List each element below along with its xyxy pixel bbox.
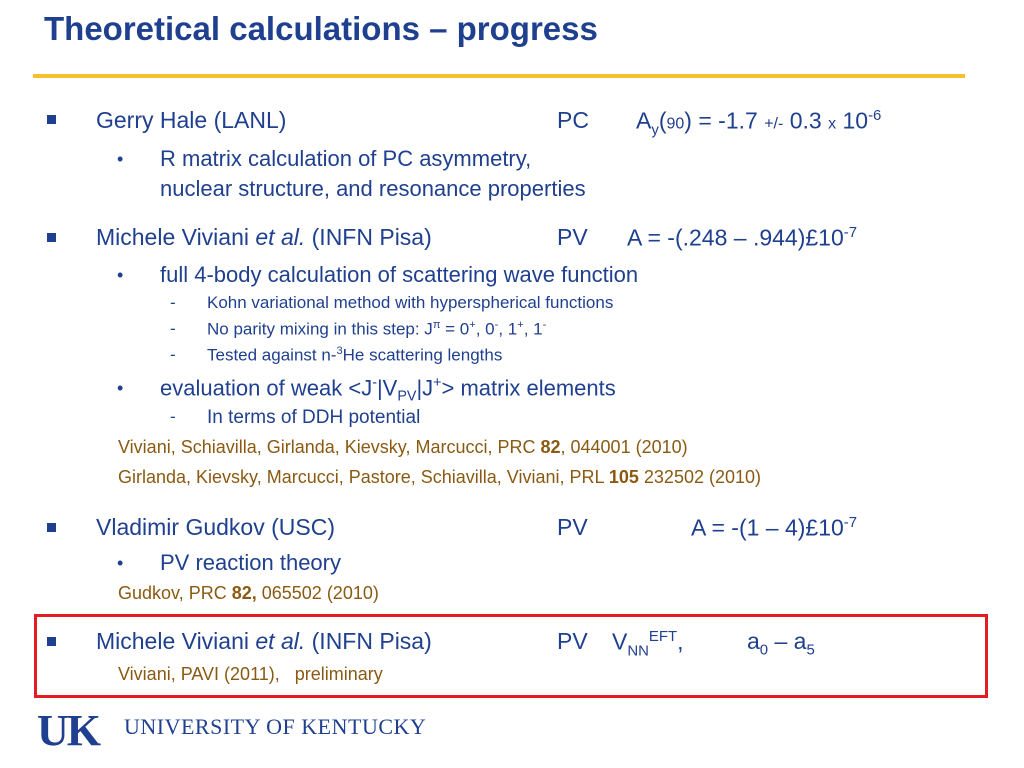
- section-2-reference-1: Viviani, Schiavilla, Girlanda, Kievsky, …: [118, 437, 688, 457]
- section-1-sub-2: nuclear structure, and resonance propert…: [160, 176, 586, 201]
- section-1-sub-1: R matrix calculation of PC asymmetry,: [160, 146, 532, 171]
- section-3-type: PV: [557, 514, 588, 540]
- section-2-detail-1: Kohn variational method with hyperspheri…: [207, 293, 614, 312]
- section-2-type: PV: [557, 224, 588, 250]
- section-4-reference: Viviani, PAVI (2011), preliminary: [118, 664, 383, 684]
- bullet-dash: -: [170, 345, 176, 364]
- section-2-sub-1: full 4-body calculation of scattering wa…: [160, 262, 639, 287]
- section-2-name: Michele Viviani et al. (INFN Pisa): [96, 224, 432, 250]
- section-4-coefficients: a0 – a5: [747, 628, 815, 659]
- title-underline: [33, 74, 965, 78]
- section-4-potential: VNNEFT,: [612, 628, 684, 660]
- bullet-dash: -: [170, 407, 176, 426]
- bullet-dot: •: [117, 378, 124, 398]
- section-3-reference: Gudkov, PRC 82, 065502 (2010): [118, 583, 379, 603]
- section-3-sub-1: PV reaction theory: [160, 550, 341, 575]
- bullet-dot: •: [117, 265, 124, 285]
- section-1-type: PC: [557, 107, 589, 133]
- bullet-square: [47, 637, 56, 646]
- page-title: Theoretical calculations – progress: [44, 10, 598, 47]
- section-2-detail-2: No parity mixing in this step: Jπ = 0+, …: [207, 319, 547, 339]
- section-4-name: Michele Viviani et al. (INFN Pisa): [96, 628, 432, 654]
- uk-logo: UK: [37, 706, 101, 755]
- section-2-sub-2: evaluation of weak <J-|VPV|J+> matrix el…: [160, 375, 616, 405]
- section-2-reference-2: Girlanda, Kievsky, Marcucci, Pastore, Sc…: [118, 467, 762, 487]
- bullet-dot: •: [117, 553, 124, 573]
- section-2-detail-3: Tested against n-3He scattering lengths: [207, 345, 503, 365]
- bullet-dot: •: [117, 149, 124, 169]
- section-4-type: PV: [557, 628, 588, 654]
- section-1-name: Gerry Hale (LANL): [96, 107, 287, 133]
- highlight-box: [34, 614, 988, 698]
- university-name: UNIVERSITY OF KENTUCKY: [124, 714, 427, 739]
- section-2-detail-4: In terms of DDH potential: [207, 407, 421, 428]
- section-3-value: A = -(1 – 4)£10-7: [691, 514, 858, 541]
- bullet-dash: -: [170, 319, 176, 338]
- bullet-square: [47, 233, 56, 242]
- bullet-square: [47, 115, 56, 124]
- section-2-value: A = -(.248 – .944)£10-7: [627, 224, 858, 251]
- bullet-dash: -: [170, 293, 176, 312]
- bullet-square: [47, 523, 56, 532]
- section-1-value: Ay(90) = -1.7 +/- 0.3 x 10-6: [636, 107, 882, 139]
- section-3-name: Vladimir Gudkov (USC): [96, 514, 335, 540]
